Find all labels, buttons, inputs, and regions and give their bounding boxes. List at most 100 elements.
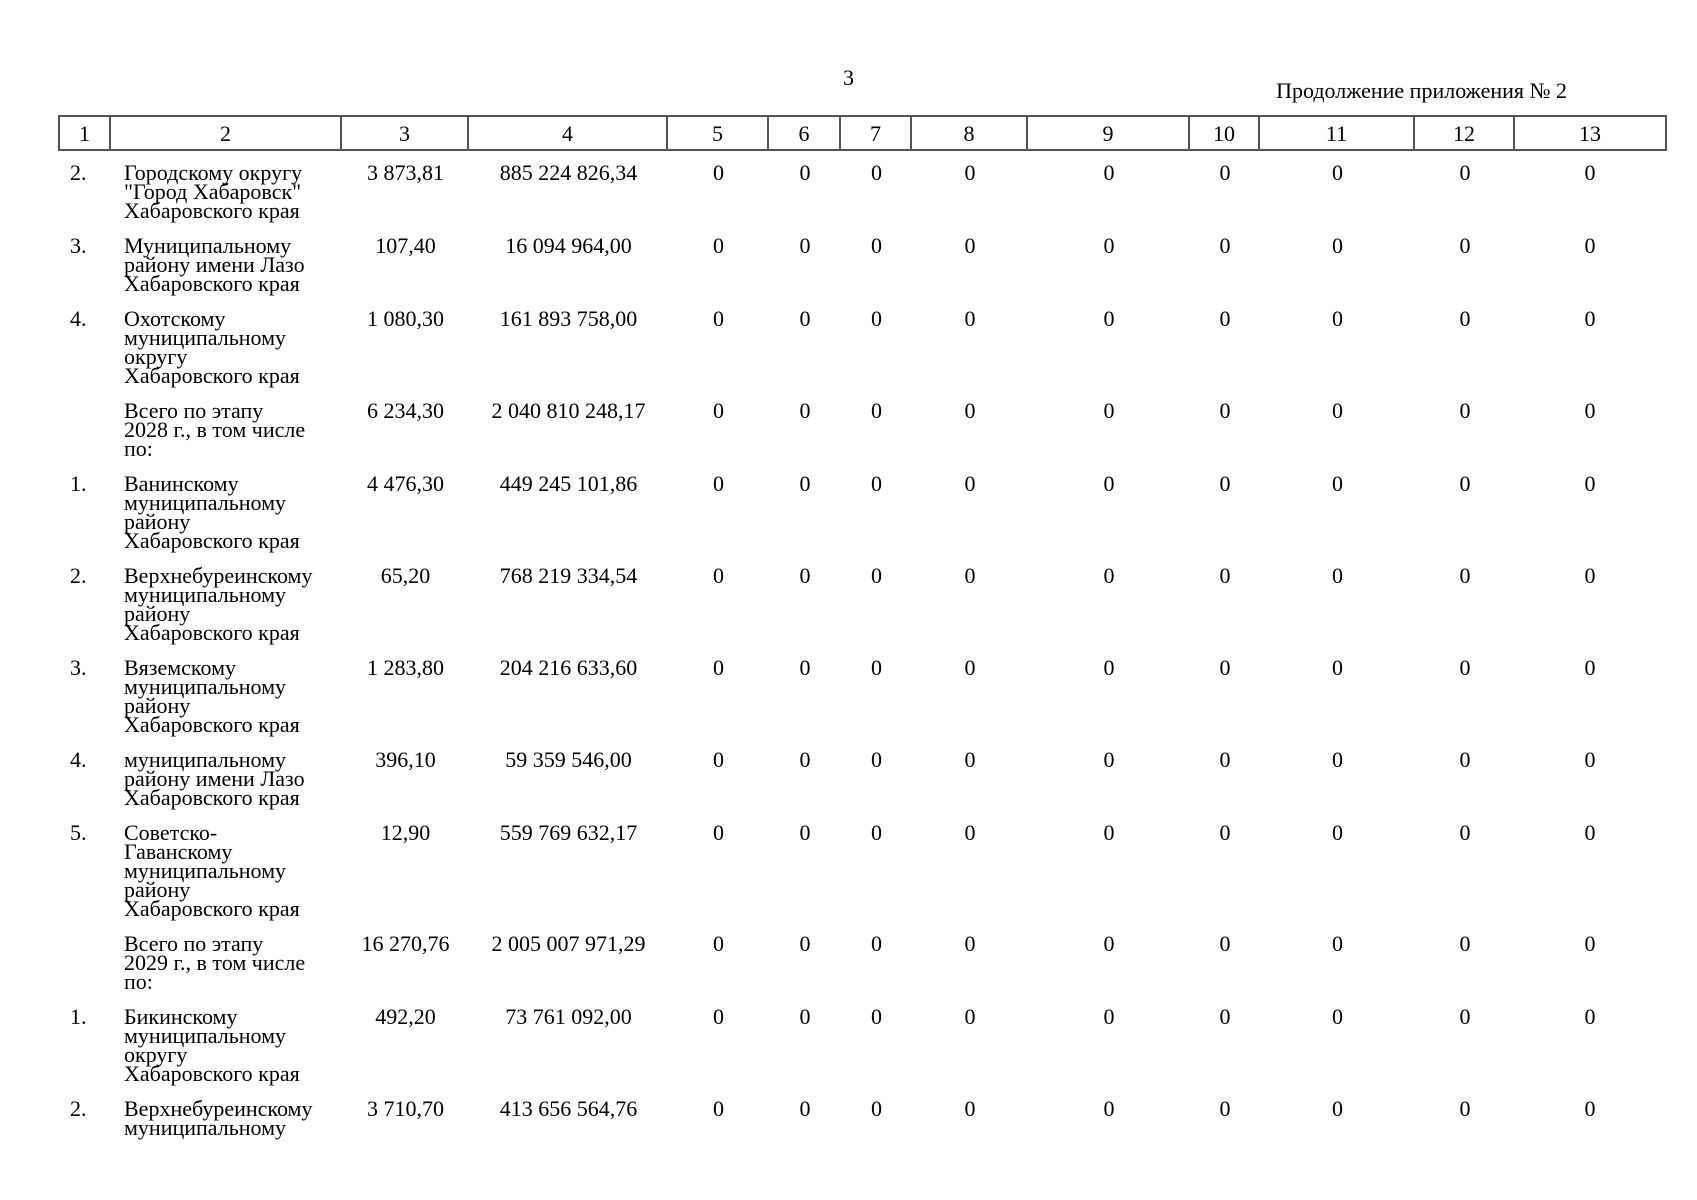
value-cell: 0 [871,563,882,588]
value-cell: 0 [871,931,882,956]
table-row: 4. Охотскому муниципальному округу Хабаро… [60,306,1667,388]
table-body: 2. Городскому округу "Город Хабаровск" Ха… [58,151,1667,1139]
value-cell: 107,40 [375,233,436,258]
value-cell: 0 [1584,471,1596,496]
value-cell: 0 [1219,1096,1231,1121]
row-number-cell: 2. [70,1096,87,1121]
value-cell: 0 [1332,306,1343,331]
value-cell: 0 [1219,306,1231,331]
value-cell: 0 [1459,747,1471,772]
value-cell: 0 [713,655,724,680]
value-cell: 0 [713,306,724,331]
value-cell: 0 [799,655,811,680]
table-row: 2. Верхнебуреинскому муниципальному район… [60,563,1667,645]
value-cell: 413 656 564,76 [499,1096,638,1121]
value-cell: 0 [1459,655,1471,680]
table-row: 1. Ванинскому муниципальному району Хабар… [60,471,1667,553]
value-cell: 0 [713,471,724,496]
value-cell: 0 [1103,398,1115,423]
value-cell: 0 [1332,398,1343,423]
value-cell: 2 040 810 248,17 [491,398,646,423]
column-header-cell: 6 [769,117,841,149]
value-cell: 559 769 632,17 [499,820,638,845]
table-row: 2. Городскому округу "Город Хабаровск" Ха… [60,160,1667,222]
value-cell: 0 [1219,398,1231,423]
value-cell: 0 [964,160,976,185]
value-cell: 0 [1459,820,1471,845]
value-cell: 0 [1103,233,1115,258]
value-cell: 59 359 546,00 [505,747,632,772]
value-cell: 204 216 633,60 [499,655,638,680]
value-cell: 0 [799,398,811,423]
value-cell: 0 [1103,306,1115,331]
column-header-cell: 5 [668,117,769,149]
column-header-cell: 9 [1028,117,1190,149]
territory-name-cell: Бикинскому муниципальному округу Хабаров… [124,1004,300,1086]
territory-name-cell: Ванинскому муниципальному району Хабаров… [124,471,300,553]
value-cell: 492,20 [375,1004,436,1029]
table-row: 1. Бикинскому муниципальному округу Хабар… [60,1004,1667,1086]
value-cell: 0 [1219,233,1231,258]
value-cell: 0 [871,471,882,496]
column-header-cell: 13 [1579,120,1601,146]
value-cell: 3 873,81 [367,160,444,185]
column-header-cell: 3 [342,117,469,149]
table-header-row: 1 2 3 4 5 6 7 8 9 10 11 12 13 [58,115,1667,151]
value-cell: 0 [799,471,811,496]
column-header-cell: 1 [60,117,111,149]
value-cell: 396,10 [375,747,436,772]
value-cell: 73 761 092,00 [505,1004,632,1029]
value-cell: 0 [713,931,724,956]
value-cell: 65,20 [380,563,431,588]
value-cell: 0 [1459,931,1471,956]
table-row: Всего по этапу 2028 г., в том числе по: 6… [60,398,1667,460]
row-number-cell: 4. [70,306,87,331]
value-cell: 0 [871,233,882,258]
value-cell: 0 [1584,655,1596,680]
value-cell: 0 [1459,233,1471,258]
value-cell: 0 [1459,398,1471,423]
value-cell: 0 [799,160,811,185]
value-cell: 0 [1584,820,1596,845]
value-cell: 0 [1219,471,1231,496]
territory-name-cell: Верхнебуреинскому муниципальному району … [124,563,313,645]
value-cell: 0 [1332,820,1343,845]
value-cell: 3 710,70 [367,1096,444,1121]
row-number-cell: 2. [70,563,87,588]
appendix-continuation-label: Продолжение приложения № 2 [1276,78,1567,103]
value-cell: 0 [964,306,976,331]
appendix-table: 1 2 3 4 5 6 7 8 9 10 11 12 13 2. Городскому округу "Г… [58,115,1667,1153]
value-cell: 0 [1584,233,1596,258]
value-cell: 0 [964,655,976,680]
value-cell: 161 893 758,00 [499,306,638,331]
territory-name-cell: Охотскому муниципальному округу Хабаровс… [124,306,300,388]
value-cell: 0 [871,820,882,845]
value-cell: 0 [964,563,976,588]
row-number-cell: 3. [70,655,87,680]
value-cell: 768 219 334,54 [499,563,638,588]
table-row: 4. муниципальному району имени Лазо Хабар… [60,747,1667,809]
value-cell: 0 [1219,655,1231,680]
value-cell: 0 [1332,931,1343,956]
table-row: 3. Муниципальному району имени Лазо Хабар… [60,233,1667,295]
value-cell: 1 080,30 [367,306,444,331]
value-cell: 0 [1332,1004,1343,1029]
value-cell: 0 [871,1004,882,1029]
table-row: 3. Вяземскому муниципальному району Хабар… [60,655,1667,736]
value-cell: 0 [799,747,811,772]
value-cell: 0 [1584,160,1596,185]
value-cell: 0 [1332,563,1343,588]
value-cell: 0 [1219,160,1231,185]
value-cell: 449 245 101,86 [499,471,638,496]
column-header-cell: 4 [469,117,668,149]
row-number-cell: 1. [70,1004,87,1029]
value-cell: 1 283,80 [367,655,444,680]
value-cell: 0 [1219,820,1231,845]
value-cell: 0 [1103,160,1115,185]
value-cell: 0 [1584,398,1596,423]
column-header-cell: 8 [912,117,1028,149]
value-cell: 0 [713,820,724,845]
value-cell: 0 [1219,563,1231,588]
value-cell: 0 [871,160,882,185]
value-cell: 0 [964,820,976,845]
